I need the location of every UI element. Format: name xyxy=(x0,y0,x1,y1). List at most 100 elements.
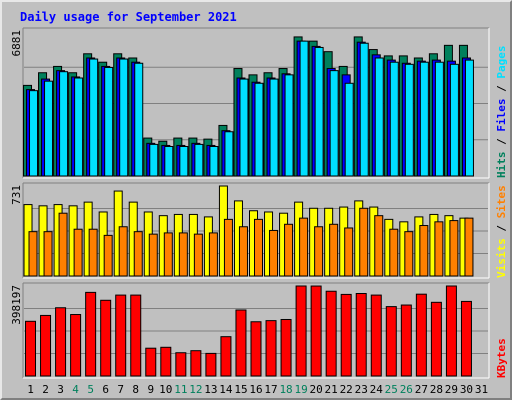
bar-kbytes-day-13 xyxy=(205,352,217,377)
bar-kbytes-day-16 xyxy=(250,321,262,377)
bar-pages-day-2 xyxy=(44,80,54,177)
panel-visits-sites: 731 Visits / Sites xyxy=(10,182,508,279)
bar-sites-day-26 xyxy=(404,231,414,277)
panel-legend: Visits / Sites xyxy=(495,185,508,278)
day-label-13: 13 xyxy=(204,383,217,396)
day-label-15: 15 xyxy=(234,383,247,396)
bar-sites-day-16 xyxy=(254,218,263,277)
day-label-10: 10 xyxy=(159,383,172,396)
bar-sites-day-11 xyxy=(178,232,188,277)
day-label-4: 4 xyxy=(72,383,79,396)
bar-kbytes-day-7 xyxy=(115,294,127,377)
bar-kbytes-day-14 xyxy=(220,336,232,377)
bar-pages-day-3 xyxy=(59,71,69,177)
day-label-27: 27 xyxy=(415,383,428,396)
day-label-9: 9 xyxy=(147,383,154,396)
bar-pages-day-24 xyxy=(374,57,384,177)
day-label-12: 12 xyxy=(189,383,202,396)
bar-sites-day-10 xyxy=(163,232,173,277)
day-label-22: 22 xyxy=(340,383,353,396)
bar-sites-day-12 xyxy=(193,233,203,277)
bar-kbytes-day-23 xyxy=(355,293,367,377)
bar-pages-day-9 xyxy=(149,143,159,177)
bar-sites-day-5 xyxy=(88,228,98,277)
bar-pages-day-29 xyxy=(449,63,459,177)
day-label-30: 30 xyxy=(460,383,473,396)
bar-pages-day-6 xyxy=(104,66,114,177)
day-label-6: 6 xyxy=(102,383,109,396)
legend-kbytes: KBytes xyxy=(495,338,508,378)
bar-pages-day-17 xyxy=(269,78,279,177)
y-max-label: 731 xyxy=(10,185,23,205)
bar-sites-day-3 xyxy=(58,212,68,277)
bar-pages-day-21 xyxy=(329,70,339,177)
bar-sites-day-1 xyxy=(28,231,38,277)
bar-sites-day-6 xyxy=(103,234,113,277)
bar-pages-day-19 xyxy=(299,40,309,177)
day-label-17: 17 xyxy=(264,383,277,396)
bar-pages-day-30 xyxy=(464,59,474,177)
bar-sites-day-2 xyxy=(43,231,53,277)
bar-sites-day-14 xyxy=(223,218,233,277)
y-max-label: 398197 xyxy=(10,285,23,325)
bar-kbytes-day-1 xyxy=(25,320,37,377)
bar-sites-day-22 xyxy=(344,227,354,277)
bar-kbytes-day-24 xyxy=(370,294,382,377)
day-label-8: 8 xyxy=(132,383,139,396)
day-label-29: 29 xyxy=(445,383,458,396)
day-labels: 1 2 3 4 5 6 7 8 9 10 11 12 13 14 15 16 17 18 19 20 21 22 23 24 2… xyxy=(27,383,488,396)
bar-pages-day-13 xyxy=(209,145,219,177)
bar-pages-day-4 xyxy=(74,77,84,177)
bar-pages-day-5 xyxy=(89,58,99,177)
day-label-5: 5 xyxy=(87,383,94,396)
bar-kbytes-day-21 xyxy=(325,290,337,377)
legend-sites: Sites xyxy=(495,185,508,218)
day-label-2: 2 xyxy=(42,383,49,396)
bar-kbytes-day-2 xyxy=(40,314,52,377)
bar-sites-day-9 xyxy=(148,233,158,277)
bar-sites-day-7 xyxy=(118,226,128,277)
legend-pages: Pages xyxy=(495,46,508,79)
bar-sites-day-24 xyxy=(374,215,384,277)
bar-sites-day-19 xyxy=(299,217,309,277)
bar-kbytes-day-29 xyxy=(445,285,457,377)
bar-pages-day-15 xyxy=(239,78,249,177)
bar-pages-day-11 xyxy=(179,145,189,177)
bar-kbytes-day-30 xyxy=(460,300,472,377)
bar-kbytes-day-17 xyxy=(265,320,277,377)
bar-sites-day-17 xyxy=(269,229,279,277)
bar-sites-day-18 xyxy=(284,223,294,277)
panel-legend: Hits / Files / Pages xyxy=(495,46,508,179)
panel-hits-files-pages: 6881 Hits / Files / Pages xyxy=(10,27,508,179)
bar-kbytes-day-22 xyxy=(340,293,352,377)
bar-pages-day-20 xyxy=(314,46,324,177)
bar-kbytes-day-20 xyxy=(310,285,322,377)
chart-title: Daily usage for September 2021 xyxy=(20,10,237,24)
bar-kbytes-day-3 xyxy=(55,307,67,377)
bar-kbytes-day-25 xyxy=(385,306,397,377)
legend-hits: Hits xyxy=(495,152,508,179)
bar-pages-day-27 xyxy=(419,61,429,177)
legend-visits: Visits xyxy=(495,238,508,278)
bar-kbytes-day-4 xyxy=(70,314,82,377)
bar-kbytes-day-12 xyxy=(190,350,202,377)
bar-pages-day-23 xyxy=(359,42,369,177)
y-max-label: 6881 xyxy=(10,30,23,57)
day-label-23: 23 xyxy=(355,383,368,396)
day-label-3: 3 xyxy=(57,383,64,396)
legend-separator: / xyxy=(495,132,508,152)
bar-sites-day-27 xyxy=(419,225,429,277)
bar-kbytes-day-15 xyxy=(235,309,247,377)
bar-pages-day-26 xyxy=(404,63,414,177)
day-label-19: 19 xyxy=(294,383,307,396)
day-label-21: 21 xyxy=(325,383,338,396)
day-label-1: 1 xyxy=(27,383,34,396)
bar-kbytes-day-26 xyxy=(400,304,412,377)
legend-separator: / xyxy=(495,79,508,99)
bar-kbytes-day-27 xyxy=(415,293,427,377)
bar-sites-day-29 xyxy=(449,220,459,277)
bar-kbytes-day-10 xyxy=(160,346,172,377)
day-label-28: 28 xyxy=(430,383,443,396)
